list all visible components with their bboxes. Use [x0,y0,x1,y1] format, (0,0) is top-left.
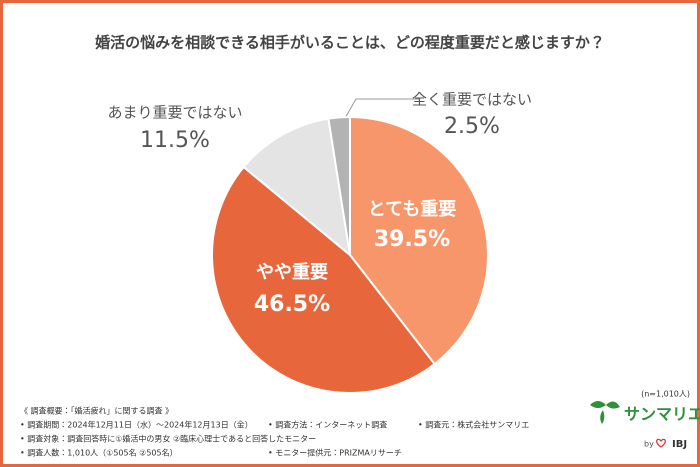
value-label: 39.5% [374,227,450,252]
value-label: 11.5% [140,128,210,153]
category-label: あまり重要ではない [107,104,242,122]
pie-slice [327,115,351,256]
footer-note: • 調査人数：1,010人（①505名 ②505名） [20,448,178,458]
logo-by: by [644,440,654,449]
leader-line [343,98,420,121]
footer-note: • 調査元：株式会社サンマリエ [418,420,529,430]
pie-slice [242,117,352,258]
logo: サンマリエ by IBJ [590,401,700,450]
footer-note: 《 調査概要：「婚活疲れ」に関する調査 》 [20,406,173,416]
category-label: やや重要 [256,261,328,283]
footer-note: • 調査対象：調査回答時に①婚活中の男女 ②臨床心理士であると回答したモニター [20,434,316,444]
category-label: とても重要 [368,198,457,220]
logo-leaf [590,401,620,424]
logo-brand: IBJ [672,439,687,450]
chart-title: 婚活の悩みを相談できる相手がいることは、どの程度重要だと感じますか？ [95,34,605,52]
logo-text: サンマリエ [624,405,700,424]
value-label: 46.5% [254,292,330,317]
value-label: 2.5% [444,114,500,139]
pie-slice [349,115,489,366]
sample-note: (n=1,010人) [641,390,690,399]
footer-note: • 調査期間：2024年12月11日（水）～2024年12月13日（金） [20,420,253,430]
footer-note: • モニター提供元：PRIZMAリサーチ [268,448,402,458]
pie-slice [211,165,436,394]
footer-note: • 調査方法：インターネット調査 [268,420,387,430]
category-label: 全く重要ではない [412,91,532,109]
logo-heart [656,438,666,448]
